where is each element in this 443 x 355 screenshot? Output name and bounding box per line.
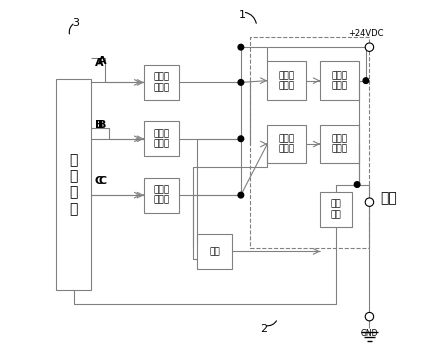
FancyBboxPatch shape	[56, 79, 91, 290]
Text: 检测
电路: 检测 电路	[330, 200, 342, 219]
Text: 负载: 负载	[380, 192, 397, 206]
Circle shape	[365, 198, 373, 206]
Text: 第一驱
动电路: 第一驱 动电路	[154, 73, 170, 92]
Text: 2: 2	[260, 324, 267, 334]
FancyBboxPatch shape	[267, 125, 306, 163]
Text: +24VDC: +24VDC	[348, 29, 384, 38]
Text: C: C	[98, 176, 106, 186]
FancyBboxPatch shape	[144, 121, 179, 156]
Text: 第二可
控开关: 第二可 控开关	[331, 71, 348, 90]
FancyBboxPatch shape	[267, 61, 306, 100]
FancyBboxPatch shape	[320, 125, 359, 163]
Text: 第三驱
动电路: 第三驱 动电路	[154, 185, 170, 205]
Text: 第一可
控开关: 第一可 控开关	[279, 71, 295, 90]
Text: A: A	[95, 58, 103, 68]
Circle shape	[363, 78, 369, 83]
Text: C: C	[95, 176, 103, 186]
Text: B: B	[95, 120, 103, 130]
Text: GND: GND	[361, 329, 378, 338]
Circle shape	[238, 44, 244, 50]
Text: 1: 1	[239, 11, 246, 21]
Text: A: A	[98, 56, 107, 66]
Text: 第三可
控开关: 第三可 控开关	[279, 134, 295, 154]
FancyBboxPatch shape	[144, 178, 179, 213]
Text: 处
理
电
路: 处 理 电 路	[70, 153, 78, 216]
Circle shape	[238, 136, 244, 142]
Text: 3: 3	[72, 17, 79, 28]
FancyBboxPatch shape	[197, 234, 232, 269]
FancyBboxPatch shape	[320, 61, 359, 100]
Circle shape	[238, 192, 244, 198]
Circle shape	[365, 43, 373, 51]
Circle shape	[354, 182, 360, 187]
Text: 或门: 或门	[209, 247, 220, 256]
Text: 第二驱
动电路: 第二驱 动电路	[154, 129, 170, 148]
Circle shape	[365, 312, 373, 321]
Circle shape	[238, 80, 244, 85]
Text: 第四可
控开关: 第四可 控开关	[331, 134, 348, 154]
FancyBboxPatch shape	[144, 65, 179, 100]
Text: B: B	[98, 120, 107, 130]
FancyBboxPatch shape	[320, 192, 352, 227]
